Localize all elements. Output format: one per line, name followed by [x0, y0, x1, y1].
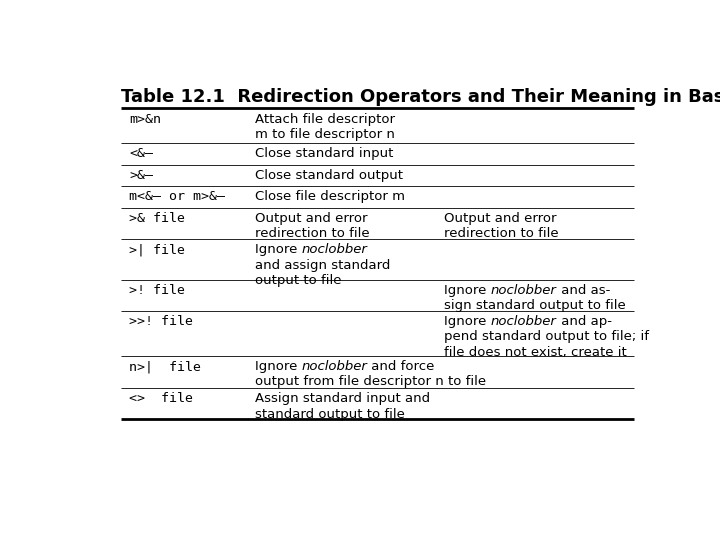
Text: Ignore: Ignore	[255, 360, 301, 373]
Text: m<&– or m>&–: m<&– or m>&–	[129, 191, 225, 204]
Text: n>|  file: n>| file	[129, 360, 201, 373]
Text: file does not exist, create it: file does not exist, create it	[444, 346, 627, 359]
Text: and force: and force	[367, 360, 434, 373]
Text: output from file descriptor n to file: output from file descriptor n to file	[255, 375, 486, 388]
Text: >| file: >| file	[129, 243, 185, 256]
Text: Table 12.1  Redirection Operators and Their Meaning in Bash and TC Shells: Table 12.1 Redirection Operators and The…	[121, 87, 720, 106]
Text: Attach file descriptor: Attach file descriptor	[255, 113, 395, 126]
Text: >& file: >& file	[129, 212, 185, 225]
Text: noclobber: noclobber	[491, 284, 557, 297]
Text: pend standard output to file; if: pend standard output to file; if	[444, 330, 649, 343]
Text: noclobber: noclobber	[491, 315, 557, 328]
Text: and assign standard: and assign standard	[255, 259, 390, 272]
Text: Close standard input: Close standard input	[255, 147, 393, 160]
Text: output to file: output to file	[255, 274, 341, 287]
Text: noclobber: noclobber	[301, 243, 367, 256]
Text: standard output to file: standard output to file	[255, 408, 405, 421]
Text: Close file descriptor m: Close file descriptor m	[255, 191, 405, 204]
Text: <&–: <&–	[129, 147, 153, 160]
Text: Assign standard input and: Assign standard input and	[255, 393, 430, 406]
Text: Ignore: Ignore	[444, 315, 491, 328]
Text: >&–: >&–	[129, 168, 153, 182]
Text: redirection to file: redirection to file	[255, 227, 369, 240]
Text: <>  file: <> file	[129, 393, 193, 406]
Text: m>&n: m>&n	[129, 113, 161, 126]
Text: Close standard output: Close standard output	[255, 168, 402, 182]
Text: sign standard output to file: sign standard output to file	[444, 299, 626, 312]
Text: Output and error: Output and error	[255, 212, 367, 225]
Text: noclobber: noclobber	[301, 360, 367, 373]
Text: Output and error: Output and error	[444, 212, 557, 225]
Text: and ap-: and ap-	[557, 315, 612, 328]
Text: Ignore: Ignore	[255, 243, 301, 256]
Text: m to file descriptor n: m to file descriptor n	[255, 128, 395, 141]
Text: and as-: and as-	[557, 284, 611, 297]
Text: >! file: >! file	[129, 284, 185, 297]
Text: redirection to file: redirection to file	[444, 227, 559, 240]
Text: >>! file: >>! file	[129, 315, 193, 328]
Text: Ignore: Ignore	[444, 284, 491, 297]
